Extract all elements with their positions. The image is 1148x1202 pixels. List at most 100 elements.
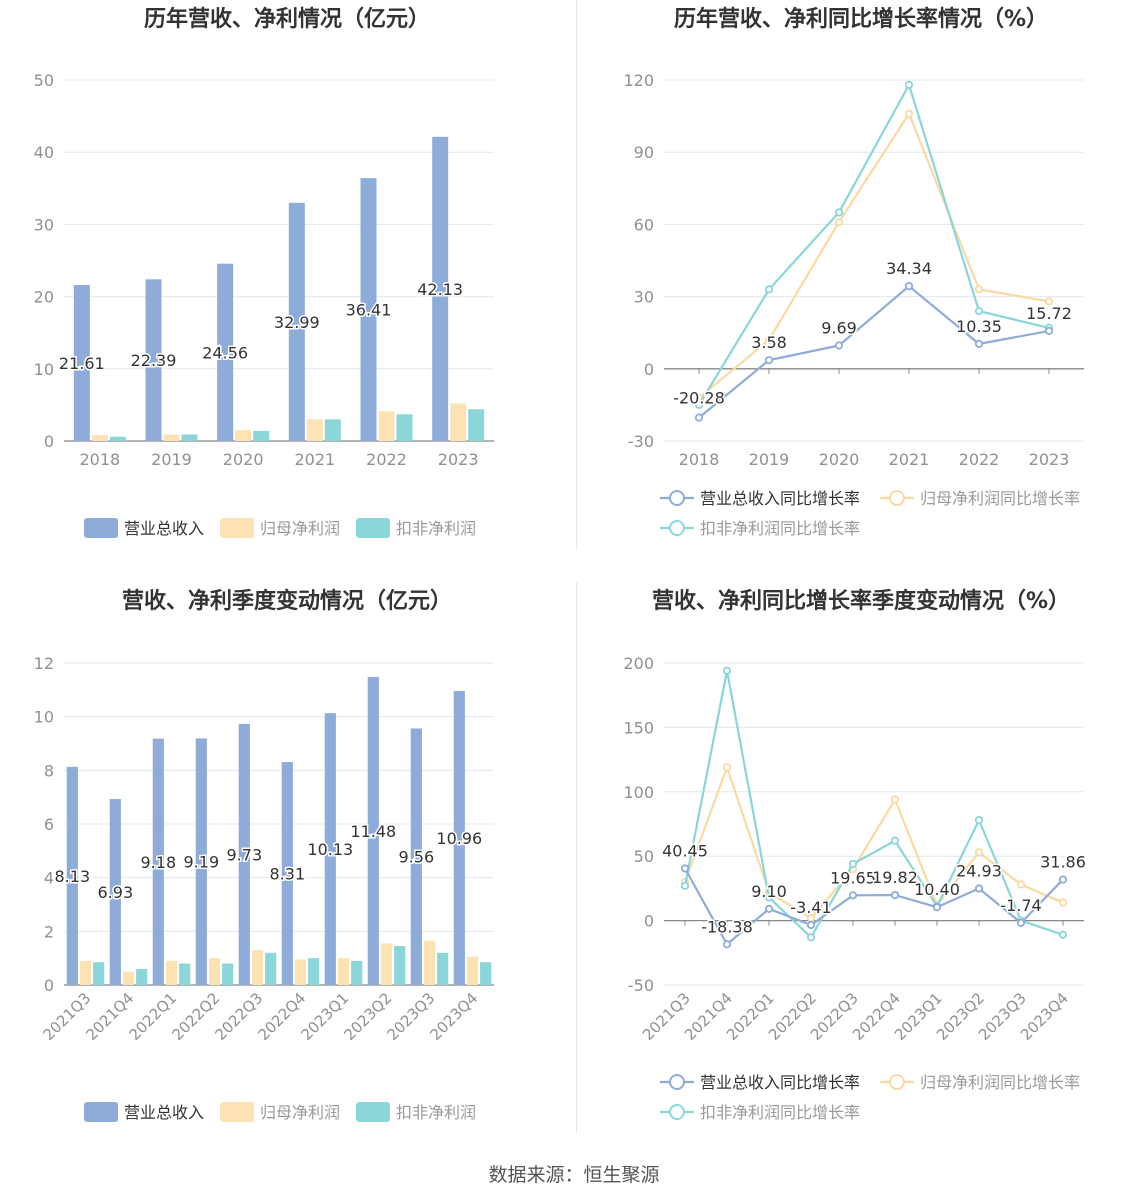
quarterly-revenue-profit-chart: 营收、净利季度变动情况（亿元） 0 2 4 6 8 10 12 2021Q3 2021Q4 2022… [0, 582, 574, 1162]
data-label: 34.34 [886, 259, 932, 278]
data-label: 10.35 [956, 317, 1002, 336]
data-label: 19.82 [872, 868, 918, 887]
y-tick-label: 4 [44, 869, 54, 888]
data-label: -1.74 [1000, 896, 1041, 915]
annual-growth-rate-chart: 历年营收、净利同比增长率情况（%） -30 0 30 60 90 120 2018 2019 20… [574, 0, 1148, 580]
line-point [722, 666, 732, 675]
bar-revenue [432, 136, 449, 441]
data-label: 9.56 [399, 848, 435, 867]
chart-svg: 营收、净利季度变动情况（亿元）0246810122021Q32021Q42022… [34, 588, 494, 1122]
y-tick-label: 40 [34, 143, 54, 162]
line-deducted-profit-growth [698, 82, 1050, 406]
y-tick-label: -30 [628, 432, 654, 451]
line-point [722, 763, 732, 772]
bar-net-profit [450, 403, 467, 441]
y-tick-label: 8 [44, 761, 54, 780]
line-point [1058, 875, 1068, 884]
line-point [904, 282, 914, 291]
line-point [1044, 326, 1054, 336]
line-point [834, 208, 844, 217]
legend-swatch [84, 1102, 118, 1122]
data-label: -3.41 [790, 898, 831, 917]
line-point [890, 795, 900, 804]
chart-title: 历年营收、净利情况（亿元） [144, 6, 430, 32]
chart-title: 营收、净利同比增长率季度变动情况（%） [652, 588, 1070, 614]
bar-net-profit [251, 950, 264, 985]
y-tick-label: 30 [34, 215, 54, 234]
bar-net-profit [165, 960, 178, 985]
bar-net-profit [91, 435, 108, 441]
bar-deducted-profit [109, 436, 126, 441]
data-label: 9.69 [821, 318, 857, 337]
line-point [1044, 297, 1054, 306]
line-point [904, 109, 914, 118]
y-tick-label: 0 [644, 912, 654, 931]
y-tick-label: 10 [34, 708, 54, 727]
data-label: 10.40 [914, 880, 960, 899]
bar-deducted-profit [480, 962, 492, 985]
data-label: 10.96 [436, 829, 482, 848]
chart-svg: 历年营收、净利同比增长率情况（%） -30 0 30 60 90 120 2018 2019 20… [623, 6, 1084, 538]
data-label: 9.10 [751, 882, 787, 901]
y-tick-label: 2 [44, 922, 54, 941]
legend-label: 归母净利润 [260, 519, 340, 538]
legend-label: 归母净利润同比增长率 [920, 1073, 1080, 1092]
line-point [974, 339, 984, 348]
bar-net-profit [163, 434, 180, 441]
bar-deducted-profit [179, 963, 191, 985]
data-label: 6.93 [98, 883, 134, 902]
line-point [848, 891, 858, 900]
panel-divider [576, 0, 577, 550]
legend-marker [669, 490, 685, 506]
legend-label: 扣非净利润同比增长率 [700, 519, 860, 538]
data-label: 9.19 [184, 853, 220, 872]
y-tick-label: 0 [44, 976, 54, 995]
line-point [694, 400, 704, 409]
legend-marker [889, 1074, 905, 1090]
x-tick-label: 2020 [223, 450, 264, 469]
legend-label: 营业总收入同比增长率 [700, 489, 860, 508]
data-label: 9.18 [141, 853, 177, 872]
data-label: 31.86 [1040, 853, 1086, 872]
bar-revenue [73, 284, 90, 441]
line-point [722, 940, 732, 949]
line-point [834, 341, 844, 350]
bar-deducted-profit [265, 952, 277, 985]
line-point [680, 881, 690, 890]
bar-deducted-profit [181, 434, 198, 441]
bar-revenue [238, 723, 250, 985]
line-point [764, 285, 774, 294]
line-point [1058, 898, 1068, 907]
line-point [764, 356, 774, 365]
line-point [806, 933, 816, 942]
bar-deducted-profit [394, 946, 406, 985]
bar-revenue [66, 766, 78, 985]
x-tick-label: 2023 [1029, 450, 1070, 469]
bar-deducted-profit [253, 430, 270, 441]
bar-net-profit [466, 956, 479, 985]
line-deducted-profit-growth [683, 670, 1064, 940]
bar-net-profit [378, 411, 395, 441]
y-tick-label: 10 [34, 360, 54, 379]
bar-net-profit [235, 430, 252, 441]
line-point [890, 836, 900, 845]
bar-deducted-profit [324, 419, 341, 441]
line-point [932, 903, 942, 912]
legend-marker [669, 520, 685, 536]
x-tick-label: 2019 [749, 450, 790, 469]
line-point [974, 884, 984, 893]
x-tick-label: 2021 [889, 450, 930, 469]
y-tick-label: 120 [623, 71, 654, 90]
annual-revenue-profit-chart: 历年营收、净利情况（亿元） 0 10 20 30 40 50 2018 2019 2020 2021… [0, 0, 574, 580]
x-tick-label: 2023Q4 [427, 989, 482, 1044]
x-tick-label: 2018 [79, 450, 120, 469]
bar-revenue [281, 762, 293, 985]
line-point [680, 864, 690, 873]
data-label: 40.45 [662, 842, 708, 861]
line-point [1016, 880, 1026, 889]
bar-deducted-profit [437, 952, 449, 985]
bar-net-profit [294, 959, 307, 985]
quarterly-growth-rate-chart: 营收、净利同比增长率季度变动情况（%） -50 0 50 100 150 200 2021Q3… [574, 582, 1148, 1162]
bar-revenue [453, 690, 465, 985]
y-tick-label: 12 [34, 654, 54, 673]
